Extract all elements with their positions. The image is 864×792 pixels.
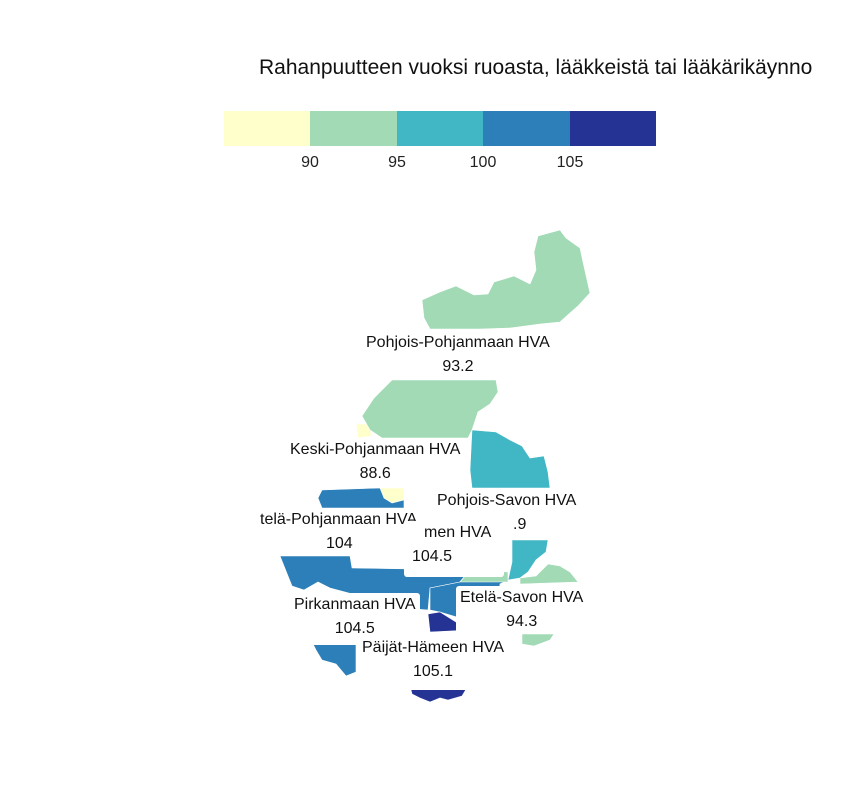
region-value: 93.2 [442, 358, 474, 375]
legend-swatch-3 [396, 111, 484, 146]
region-pohjois-pohjanmaa-south[interactable] [361, 379, 499, 439]
region-name: telä-Pohjanmaan HVA [260, 511, 418, 528]
region-etela-pohjanmaa[interactable] [317, 487, 405, 509]
legend-swatch-4 [483, 111, 570, 146]
legend-tick-105: 105 [556, 154, 584, 171]
region-label-etela-savo: Etelä-Savon HVA 94.3 [456, 586, 588, 634]
legend-tick-100: 100 [469, 154, 497, 171]
region-label-keski-pohjanmaa: Keski-Pohjanmaan HVA 88.6 [286, 438, 465, 486]
region-label-etela-pohjanmaa: telä-Pohjanmaan HVA 104 [256, 508, 422, 556]
region-name: Pohjois-Pohjanmaan HVA [366, 334, 550, 351]
region-etela-savo-south[interactable] [521, 633, 555, 647]
region-label-hame: men HVA 104.5 [404, 521, 504, 577]
legend-tick-90: 90 [301, 154, 319, 171]
region-label-paijat-hame: Päijät-Hämeen HVA 105.1 [358, 636, 508, 690]
color-legend [224, 111, 657, 146]
region-value: 104 [326, 535, 353, 552]
legend-swatch-1 [224, 111, 311, 146]
region-value: 94.3 [506, 613, 538, 630]
region-name: men HVA [424, 524, 492, 541]
region-pohjois-pohjanmaa[interactable] [421, 229, 591, 330]
legend-tick-95: 95 [388, 154, 406, 171]
region-name: Keski-Pohjanmaan HVA [290, 441, 461, 458]
region-value: .9 [513, 516, 527, 533]
region-pirkanmaa-south[interactable] [311, 639, 357, 677]
region-name: Pohjois-Savon HVA [437, 492, 577, 509]
region-value: 104.5 [334, 620, 375, 637]
legend-swatch-2 [310, 111, 397, 146]
region-pohjois-savo-south[interactable] [507, 539, 549, 581]
region-label-pohjois-pohjanmaa: Pohjois-Pohjanmaan HVA 93.2 [362, 331, 554, 379]
legend-swatch-5 [569, 111, 657, 146]
region-name: Etelä-Savon HVA [460, 589, 584, 606]
region-pohjois-savo[interactable] [469, 429, 551, 489]
region-name: Pirkanmaan HVA [294, 596, 416, 613]
region-value: 105.1 [412, 663, 454, 680]
map-title: Rahanpuutteen vuoksi ruoasta, lääkkeistä… [259, 56, 813, 79]
region-value: 104.5 [412, 548, 453, 565]
region-name: Päijät-Hämeen HVA [362, 639, 504, 656]
region-etela-savo-east[interactable] [519, 563, 579, 585]
region-keski-pohjanmaa[interactable] [355, 423, 373, 439]
region-value: 88.6 [359, 465, 391, 482]
